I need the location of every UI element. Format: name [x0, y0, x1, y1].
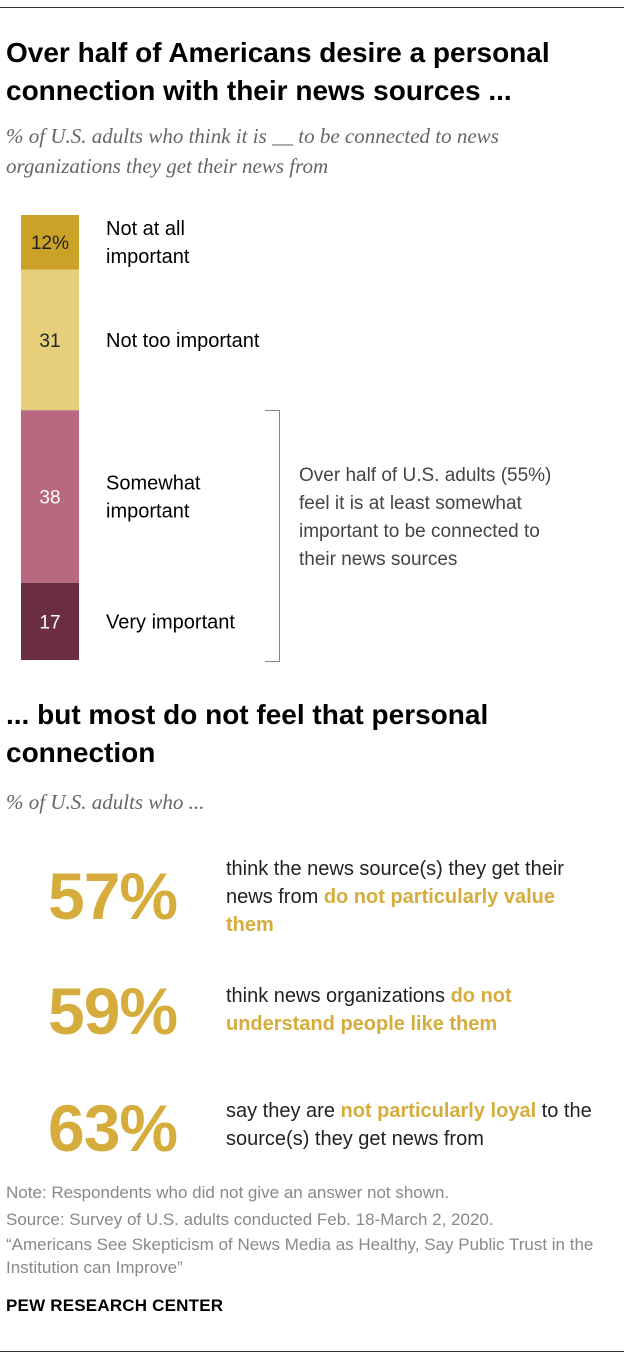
stat-description: think the news source(s) they get their … — [226, 855, 606, 939]
top-rule — [0, 7, 624, 8]
stat-highlight: not particularly loyal — [340, 1100, 537, 1122]
stat-value: 57% — [48, 859, 178, 933]
chart-subtitle: % of U.S. adults who think it is __ to b… — [6, 124, 499, 178]
stat-description: think news organizations do not understa… — [226, 982, 606, 1038]
section2-subtitle: % of U.S. adults who ... — [6, 790, 205, 814]
stat-highlight: do not understand people like them — [226, 985, 512, 1035]
segment-category-label: Very important — [106, 611, 235, 633]
stat-value: 63% — [48, 1091, 178, 1165]
footer-report: “Americans See Skepticism of News Media … — [6, 1235, 594, 1277]
stat-description: say they are not particularly loyal to t… — [226, 1097, 606, 1153]
stat-value: 59% — [48, 974, 178, 1048]
bar-segment — [21, 215, 79, 270]
bar-segment — [21, 582, 79, 660]
bar-segment — [21, 269, 79, 411]
pew-logo-text: PEW RESEARCH CENTER — [6, 1296, 224, 1315]
bottom-rule — [0, 1351, 624, 1352]
stat-text: to the source(s) they get news from — [226, 1100, 592, 1150]
segment-value-label: 31 — [39, 331, 60, 352]
stat-text: think the news source(s) they get their … — [226, 858, 564, 908]
segment-category-label: Somewhat — [106, 473, 201, 495]
segment-value-label: 12% — [31, 233, 69, 254]
stat-highlight: do not particularly value them — [226, 886, 555, 936]
segment-value-label: 17 — [39, 612, 60, 633]
chart-title: Over half of Americans desire a personal… — [6, 37, 550, 106]
stat-text: think news organizations — [226, 985, 451, 1007]
segment-category-label: important — [106, 246, 190, 268]
footer-note: Note: Respondents who did not give an an… — [6, 1183, 450, 1202]
segment-category-label: Not at all — [106, 218, 185, 240]
segment-category-label: Not too important — [106, 330, 260, 352]
annotation-bracket — [265, 410, 280, 662]
segment-value-label: 38 — [39, 488, 60, 509]
footer-source: Source: Survey of U.S. adults conducted … — [6, 1210, 494, 1229]
section2-title: ... but most do not feel that personal c… — [6, 699, 489, 768]
bar-segment — [21, 410, 79, 583]
chart-annotation: Over half of U.S. adults (55%) feel it i… — [299, 465, 552, 570]
segment-category-label: important — [106, 501, 190, 523]
stacked-bar-chart: 12% Not at all important 31 Not too importan… — [21, 215, 260, 660]
stat-text: say they are — [226, 1100, 341, 1122]
